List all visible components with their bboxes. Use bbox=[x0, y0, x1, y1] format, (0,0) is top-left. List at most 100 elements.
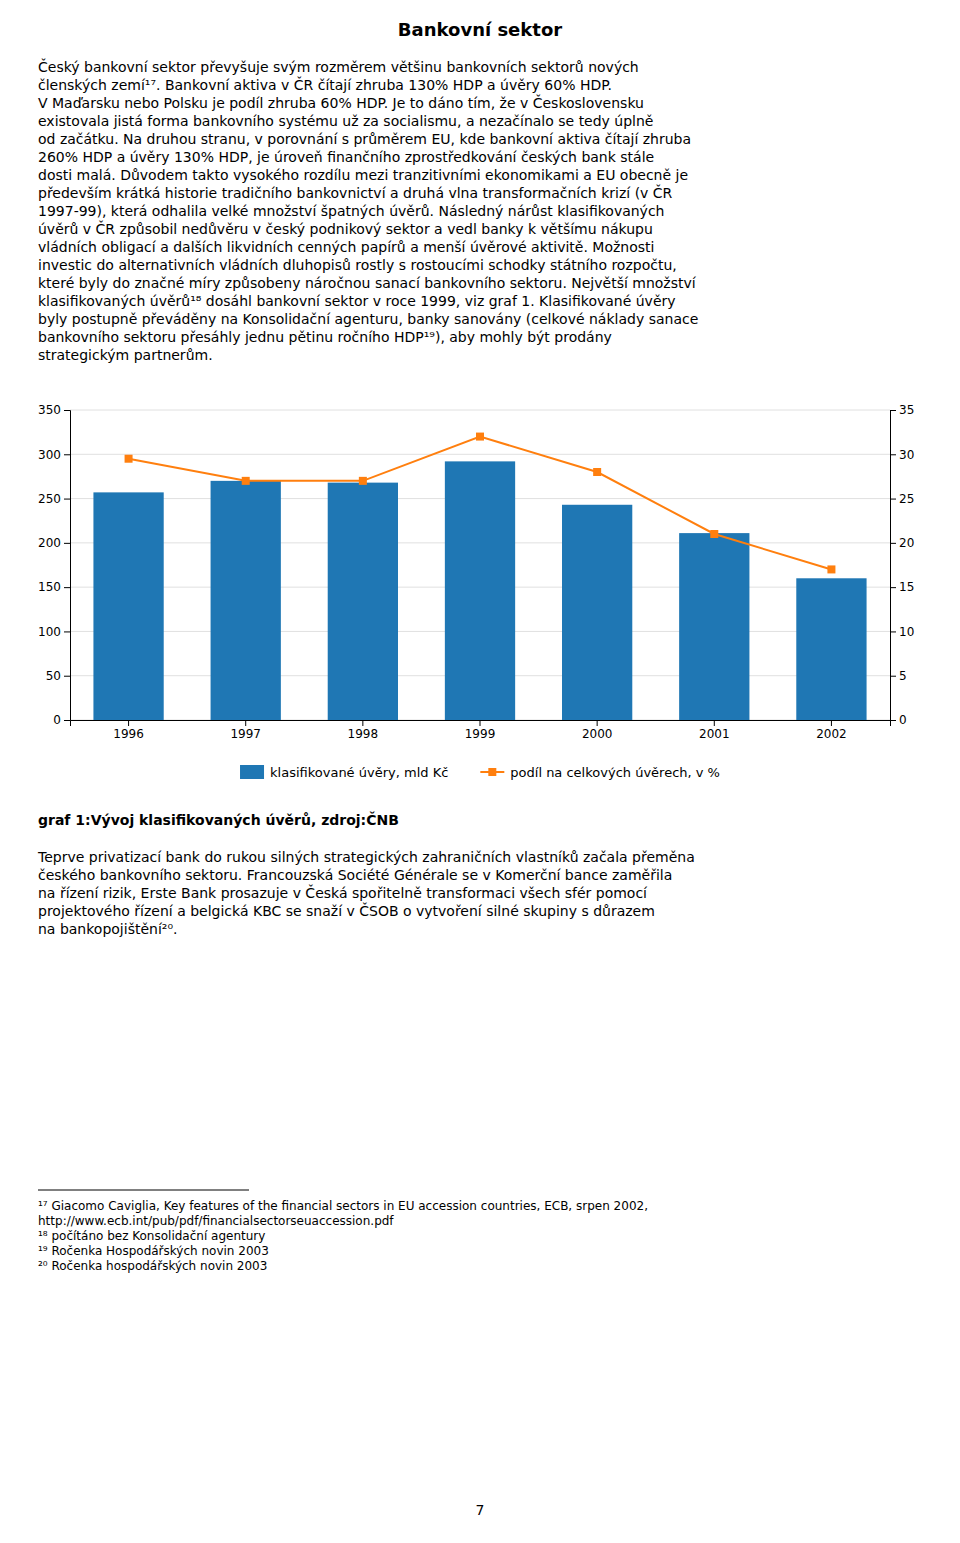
tick-mark bbox=[890, 676, 896, 677]
tick: 0 bbox=[890, 713, 907, 727]
bar bbox=[796, 578, 866, 720]
tick-label: 350 bbox=[38, 403, 61, 417]
marker bbox=[827, 565, 835, 573]
grid-line bbox=[70, 410, 890, 411]
tick: 300 bbox=[38, 448, 70, 462]
bar bbox=[679, 533, 749, 720]
tick: 5 bbox=[890, 669, 907, 683]
tick: 150 bbox=[38, 580, 70, 594]
tick-mark bbox=[480, 720, 481, 726]
legend-swatch bbox=[240, 765, 264, 779]
tick: 25 bbox=[890, 492, 914, 506]
chart: 1996199719981999200020012002050100150200… bbox=[38, 403, 914, 779]
paragraph: Teprve privatizací bank do rukou silných… bbox=[37, 849, 695, 937]
tick-mark bbox=[64, 410, 70, 411]
marker bbox=[242, 477, 250, 485]
tick-label: 15 bbox=[899, 580, 914, 594]
grid bbox=[70, 410, 890, 720]
paragraph-line: dosti malá. Důvodem takto vysokého rozdí… bbox=[38, 167, 688, 183]
grid-line bbox=[70, 454, 890, 455]
tick-label: 250 bbox=[38, 492, 61, 506]
tick: 100 bbox=[38, 625, 70, 639]
marker bbox=[593, 468, 601, 476]
tick: 350 bbox=[38, 403, 70, 417]
tick-mark bbox=[64, 720, 70, 721]
legend-marker bbox=[488, 768, 496, 776]
tick: 200 bbox=[38, 536, 70, 550]
legend-label: klasifikované úvěry, mld Kč bbox=[270, 765, 448, 780]
tick-label: 1999 bbox=[465, 727, 496, 741]
paragraph: Český bankovní sektor převyšuje svým roz… bbox=[38, 58, 698, 363]
footnote-line: ¹⁹ Ročenka Hospodářských novin 2003 bbox=[38, 1244, 269, 1258]
tick: 1997 bbox=[230, 720, 261, 741]
bar-series bbox=[93, 461, 866, 720]
tick-label: 10 bbox=[899, 625, 914, 639]
tick: 250 bbox=[38, 492, 70, 506]
legend-item: klasifikované úvěry, mld Kč bbox=[240, 765, 448, 780]
tick: 20 bbox=[890, 536, 914, 550]
footnote-line: ¹⁸ počítáno bez Konsolidační agentury bbox=[38, 1229, 265, 1243]
tick-mark bbox=[64, 587, 70, 588]
marker bbox=[359, 477, 367, 485]
bar bbox=[328, 483, 398, 720]
axis-line bbox=[64, 411, 71, 721]
paragraph-line: vládních obligací a dalších likvidních c… bbox=[38, 239, 654, 255]
tick: 15 bbox=[890, 580, 914, 594]
marker bbox=[710, 530, 718, 538]
tick-mark bbox=[890, 410, 896, 411]
plot-area bbox=[93, 433, 866, 720]
tick: 1999 bbox=[465, 720, 496, 741]
footnote-rule bbox=[38, 1190, 249, 1191]
paragraph-line: členských zemí¹⁷. Bankovní aktiva v ČR č… bbox=[38, 76, 612, 93]
tick-label: 1998 bbox=[348, 727, 379, 741]
tick-label: 2000 bbox=[582, 727, 613, 741]
paragraph-line: projektového řízení a belgická KBC se sn… bbox=[38, 902, 655, 919]
line-series bbox=[125, 433, 836, 574]
tick-mark bbox=[890, 587, 896, 588]
tick-label: 300 bbox=[38, 448, 61, 462]
axis-line bbox=[891, 411, 897, 721]
tick-mark bbox=[890, 499, 896, 500]
paragraph-line: strategickým partnerům. bbox=[38, 347, 213, 363]
paragraph-line: českého bankovního sektoru. Francouzská … bbox=[38, 867, 672, 883]
tick-mark bbox=[245, 720, 246, 726]
tick: 2000 bbox=[582, 720, 613, 741]
tick: 2001 bbox=[699, 720, 730, 741]
tick-label: 100 bbox=[38, 625, 61, 639]
tick-label: 0 bbox=[53, 713, 61, 727]
legend-item: podíl na celkových úvěrech, v % bbox=[480, 765, 720, 780]
bar bbox=[93, 492, 163, 720]
tick-label: 5 bbox=[899, 669, 907, 683]
tick-mark bbox=[890, 720, 896, 721]
paragraph-line: na řízení rizik, Erste Bank prosazuje v … bbox=[38, 884, 648, 901]
footnote-line: ²⁰ Ročenka hospodářských novin 2003 bbox=[38, 1259, 267, 1273]
footnote-line: http://www.ecb.int/pub/pdf/financialsect… bbox=[38, 1214, 394, 1228]
legend-label: podíl na celkových úvěrech, v % bbox=[510, 765, 720, 780]
paragraph-line: existovala jistá forma bankovního systém… bbox=[38, 113, 654, 129]
page-title: Bankovní sektor bbox=[398, 19, 562, 40]
paragraph-line: Český bankovní sektor převyšuje svým roz… bbox=[38, 58, 639, 75]
tick-label: 1996 bbox=[113, 727, 144, 741]
tick-mark bbox=[597, 720, 598, 726]
paragraph-line: investic do alternativních vládních dluh… bbox=[38, 257, 677, 273]
tick-label: 30 bbox=[899, 448, 914, 462]
x-axis: 1996 1997 1998 1999 2000 2001 2002 bbox=[71, 720, 891, 741]
marker bbox=[125, 455, 133, 463]
tick-mark bbox=[64, 631, 70, 632]
tick-label: 1997 bbox=[230, 727, 261, 741]
page-number: 7 bbox=[476, 1502, 485, 1518]
axis-line bbox=[71, 721, 891, 727]
line bbox=[129, 437, 832, 570]
bar bbox=[562, 505, 632, 720]
tick-mark bbox=[831, 720, 832, 726]
bar bbox=[445, 461, 515, 720]
paragraph-line: Teprve privatizací bank do rukou silných… bbox=[37, 849, 695, 865]
tick: 1998 bbox=[348, 720, 379, 741]
y-axis: 050100150200250300350 bbox=[38, 403, 70, 727]
tick-label: 0 bbox=[899, 713, 907, 727]
tick: 0 bbox=[53, 713, 70, 727]
tick: 30 bbox=[890, 448, 914, 462]
paragraph-line: od začátku. Na druhou stranu, v porovnán… bbox=[38, 131, 691, 147]
tick-label: 2002 bbox=[816, 727, 847, 741]
tick-mark bbox=[64, 676, 70, 677]
